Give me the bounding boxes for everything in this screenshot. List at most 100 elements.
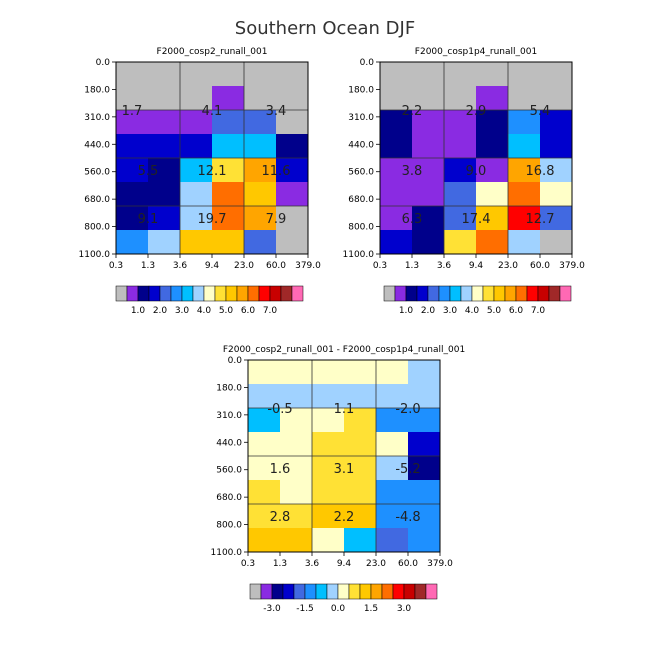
heatmap-cell: [180, 62, 213, 87]
heatmap-cell: [344, 456, 377, 481]
colorbar-swatch: [414, 583, 427, 600]
colorbar-label: 3.0: [175, 306, 190, 316]
heatmap-cell: [248, 408, 281, 433]
data-label: 5.4: [530, 104, 551, 119]
heatmap-cell: [508, 206, 541, 231]
x-tick-label: 0.3: [373, 261, 387, 271]
colorbar-swatch: [269, 285, 282, 302]
heatmap-cell: [412, 230, 445, 255]
heatmap-panel: F2000_cosp2_runall_001 - F2000_cosp1p4_r…: [211, 345, 466, 569]
heatmap-cell: [312, 360, 345, 385]
data-label: 4.1: [202, 104, 223, 119]
heatmap-cell: [344, 528, 377, 553]
y-tick-label: 0.0: [360, 58, 375, 68]
heatmap-cell: [244, 182, 277, 207]
x-tick-label: 1.3: [141, 261, 155, 271]
colorbar-swatch: [515, 285, 528, 302]
heatmap-cell: [508, 110, 541, 135]
colorbar-swatch: [315, 583, 328, 600]
heatmap-cell: [476, 110, 509, 135]
heatmap-cell: [180, 134, 213, 159]
colorbar-swatch: [247, 285, 260, 302]
colorbar-label: 5.0: [487, 306, 502, 316]
colorbar-swatch: [381, 583, 394, 600]
heatmap-cell: [148, 134, 181, 159]
y-tick-label: 310.0: [216, 411, 242, 421]
heatmap-cell: [444, 230, 477, 255]
heatmap-cell: [476, 206, 509, 231]
colorbar-swatch: [192, 285, 205, 302]
heatmap-cell: [148, 62, 181, 87]
heatmap-cell: [116, 230, 149, 255]
colorbar-swatch: [537, 285, 550, 302]
heatmap-cell: [380, 86, 413, 111]
heatmap-cell: [380, 182, 413, 207]
heatmap-cell: [212, 134, 245, 159]
heatmap-cell: [280, 528, 313, 553]
heatmap-cell: [412, 86, 445, 111]
colorbar-label: 4.0: [197, 306, 212, 316]
panel-title: F2000_cosp2_runall_001 - F2000_cosp1p4_r…: [223, 345, 465, 355]
heatmap-cell: [312, 432, 345, 457]
heatmap-cell: [508, 182, 541, 207]
data-label: 2.9: [466, 104, 487, 119]
heatmap-cell: [116, 206, 149, 231]
y-tick-label: 310.0: [348, 113, 374, 123]
colorbar-swatch: [293, 583, 306, 600]
heatmap-cell: [540, 206, 573, 231]
heatmap-cell: [116, 158, 149, 183]
heatmap-cell: [408, 456, 441, 481]
heatmap-cell: [180, 230, 213, 255]
colorbar-swatch: [225, 285, 238, 302]
colorbar-swatch: [392, 583, 405, 600]
y-tick-label: 310.0: [84, 113, 110, 123]
heatmap-cell: [408, 360, 441, 385]
colorbar-label: 3.0: [443, 306, 458, 316]
heatmap-cell: [148, 86, 181, 111]
x-tick-label: 3.6: [437, 261, 452, 271]
colorbar-swatch: [282, 583, 295, 600]
y-tick-label: 1100.0: [343, 250, 375, 260]
x-tick-label: 60.0: [530, 261, 550, 271]
heatmap-cell: [376, 408, 409, 433]
heatmap-cell: [244, 62, 277, 87]
heatmap-cell: [344, 504, 377, 529]
colorbar-swatch: [115, 285, 128, 302]
heatmap-cell: [312, 480, 345, 505]
data-label: 12.1: [198, 164, 227, 179]
heatmap-cell: [444, 62, 477, 87]
colorbar-swatch: [403, 583, 416, 600]
colorbar: 1.0 2.0 3.0 4.0 5.0 6.0 7.0: [115, 285, 304, 316]
heatmap-cell: [312, 528, 345, 553]
heatmap-cell: [376, 384, 409, 409]
heatmap-cell: [380, 230, 413, 255]
heatmap-cell: [212, 230, 245, 255]
heatmap-cell: [408, 504, 441, 529]
heatmap-cell: [180, 206, 213, 231]
heatmap-cell: [276, 206, 309, 231]
colorbar-swatch: [249, 583, 262, 600]
y-tick-label: 0.0: [228, 356, 243, 366]
heatmap-cell: [444, 134, 477, 159]
heatmap-cell: [444, 182, 477, 207]
colorbar-swatch: [438, 285, 451, 302]
data-label: 9.0: [466, 164, 487, 179]
colorbar-label: 0.0: [331, 604, 346, 614]
heatmap-cell: [476, 134, 509, 159]
colorbar-swatch: [291, 285, 304, 302]
colorbar-swatch: [383, 285, 396, 302]
heatmap-cell: [476, 230, 509, 255]
heatmap-cell: [148, 230, 181, 255]
heatmap-cell: [180, 182, 213, 207]
y-tick-label: 680.0: [348, 195, 374, 205]
colorbar-swatch: [482, 285, 495, 302]
colorbar-label: 4.0: [465, 306, 480, 316]
heatmap-cell: [148, 158, 181, 183]
heatmap-cell: [148, 206, 181, 231]
heatmap-panel: F2000_cosp1p4_runall_001 0.0 180.0 310.0 440…: [343, 47, 586, 271]
heatmap-cell: [508, 86, 541, 111]
colorbar-label: 6.0: [241, 306, 256, 316]
heatmap-cell: [280, 408, 313, 433]
y-tick-label: 440.0: [84, 140, 110, 150]
